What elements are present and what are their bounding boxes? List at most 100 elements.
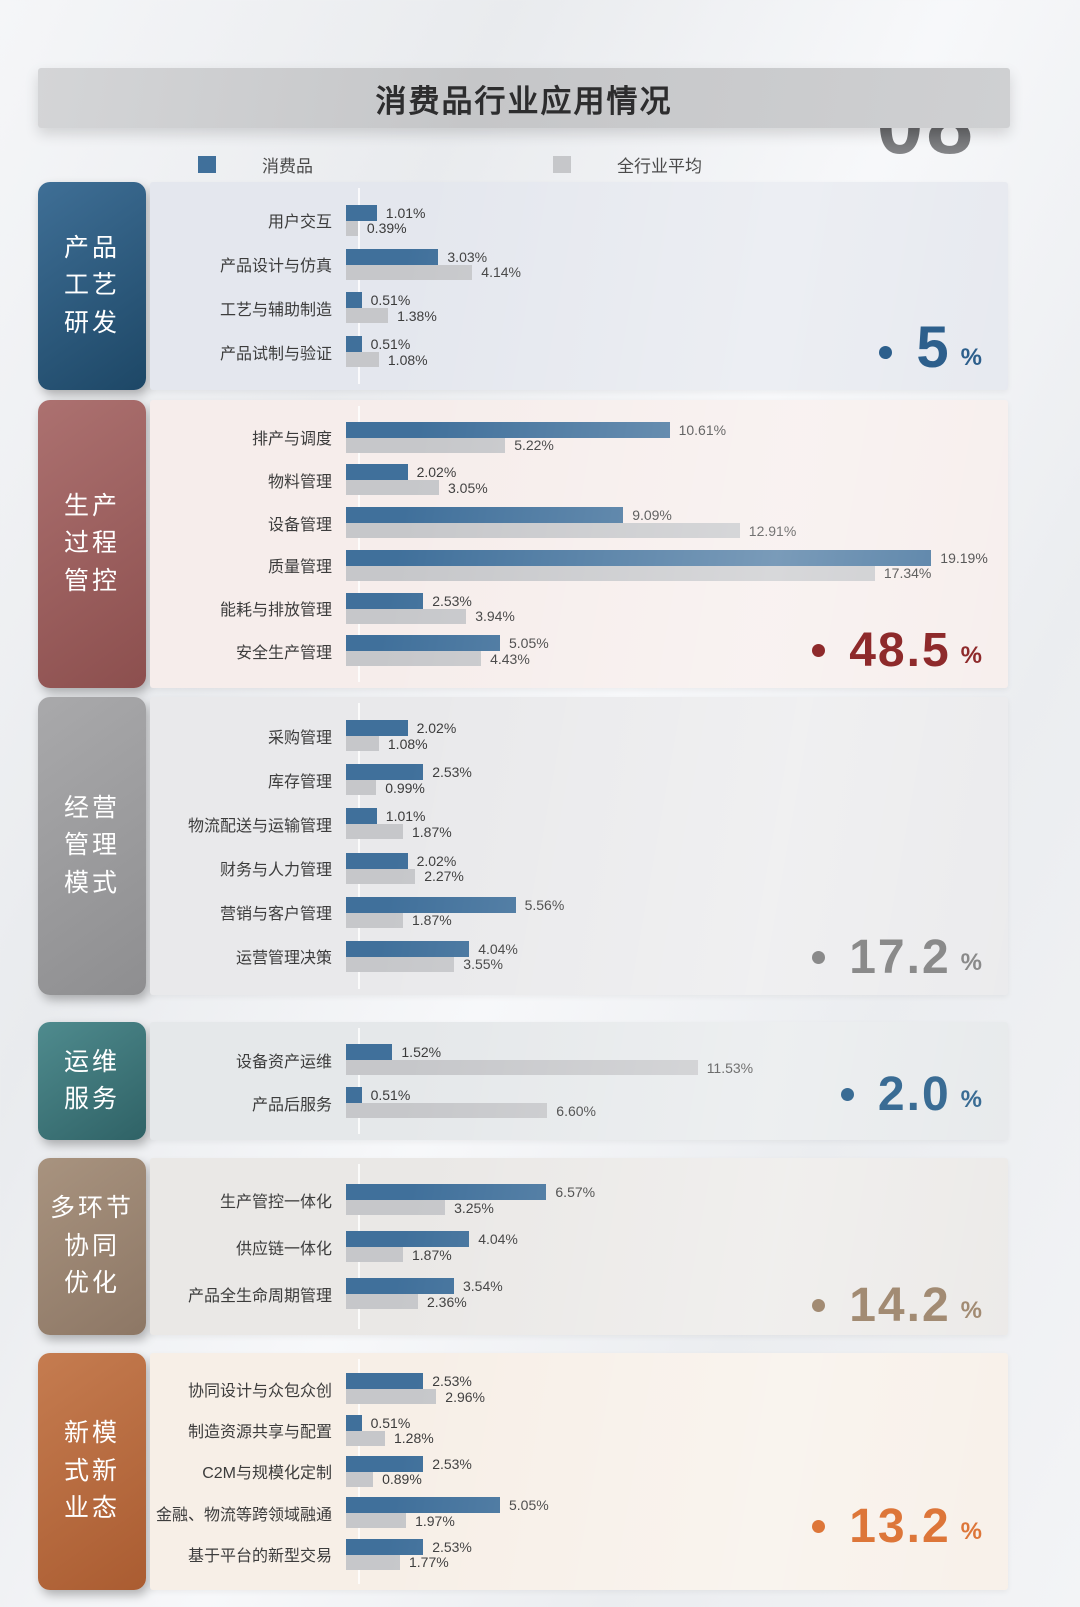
- bar-group: 0.51% 1.28%: [346, 1414, 1008, 1446]
- consumer-bar-line: 2.53%: [346, 592, 1008, 609]
- industry-bar: [346, 352, 379, 368]
- bar-value: 0.39%: [366, 220, 407, 237]
- consumer-bar-line: 5.05%: [346, 1497, 1008, 1514]
- row-label: 排产与调度: [251, 431, 332, 449]
- section-label-2: 生产 过程 管控: [38, 400, 146, 688]
- bar-group: 4.04% 3.55%: [346, 940, 1008, 972]
- industry-bar-line: 6.60%: [346, 1103, 1008, 1119]
- industry-bar: [346, 956, 455, 972]
- bar-group: 10.61% 5.22%: [346, 421, 1008, 453]
- section-total: 2.0%: [840, 1067, 982, 1121]
- consumer-bar: [346, 507, 624, 524]
- bar-group: 2.53% 1.77%: [346, 1538, 1008, 1570]
- bar-value: 9.09%: [632, 507, 672, 524]
- section-panel-2: 排产与调度 10.61% 5.22% 物料管理 2.02% 3.05% 设备管理 9.09% 1…: [150, 400, 1008, 688]
- consumer-bar-line: 1.52%: [346, 1044, 1008, 1060]
- section-title-line: 协同: [63, 1231, 120, 1260]
- bar-value: 2.36%: [427, 1293, 467, 1310]
- section-3: 经营 管理 模式 采购管理 2.02% 1.08% 库存管理 2.53% 0.99% 物流配送与运…: [38, 697, 1008, 995]
- consumer-bar: [346, 1087, 362, 1103]
- industry-bar-line: 2.96%: [346, 1388, 1008, 1405]
- bar-value: 19.19%: [940, 549, 988, 566]
- row-label: 财务与人力管理: [219, 862, 332, 880]
- bullet-dot: [812, 644, 826, 657]
- bullet-dot: [879, 346, 893, 359]
- axis-line: [358, 406, 360, 682]
- bar-value: 11.53%: [706, 1059, 754, 1076]
- chart-row: 制造资源共享与配置 0.51% 1.28%: [150, 1414, 1008, 1446]
- industry-bar: [346, 1513, 407, 1529]
- row-label: 设备资产运维: [235, 1053, 332, 1071]
- bar-group: 2.53% 2.96%: [346, 1373, 1008, 1405]
- legend: 消费品 全行业平均: [198, 154, 1080, 176]
- percent-sign: %: [960, 1518, 982, 1545]
- industry-bar-line: 4.43%: [346, 651, 1008, 667]
- chart-row: 基于平台的新型交易 2.53% 1.77%: [150, 1538, 1008, 1570]
- consumer-bar: [346, 1455, 424, 1472]
- consumer-bar-line: 19.19%: [346, 549, 1008, 566]
- consumer-bar-line: 0.51%: [346, 292, 1008, 309]
- consumer-bar: [346, 1231, 470, 1247]
- bar-value: 2.96%: [445, 1388, 485, 1405]
- rows: 排产与调度 10.61% 5.22% 物料管理 2.02% 3.05% 设备管理 9.09% 1…: [150, 400, 1008, 688]
- consumer-bar: [346, 592, 424, 609]
- chart-row: 财务与人力管理 2.02% 2.27%: [150, 852, 1008, 885]
- total-number: 5: [916, 314, 951, 380]
- row-label: 采购管理: [267, 729, 332, 747]
- row-label: 物流配送与运输管理: [187, 817, 332, 835]
- page-title: 消费品行业应用情况: [375, 83, 673, 119]
- axis-line: [358, 1028, 360, 1134]
- bar-group: 5.56% 1.87%: [346, 896, 1008, 928]
- row-label: 基于平台的新型交易: [187, 1548, 332, 1566]
- bar-value: 6.57%: [555, 1184, 596, 1200]
- bar-value: 1.08%: [387, 351, 428, 368]
- industry-bar-line: 4.14%: [346, 264, 1008, 280]
- consumer-bar: [346, 421, 670, 438]
- row-label: 生产管控一体化: [219, 1193, 332, 1211]
- row-label: 物料管理: [267, 473, 332, 491]
- section-label-1: 产品 工艺 研发: [38, 182, 146, 390]
- bar-value: 0.51%: [370, 292, 411, 309]
- bar-group: 2.02% 3.05%: [346, 464, 1008, 496]
- consumer-bar: [346, 248, 439, 265]
- consumer-bar-line: 1.01%: [346, 808, 1008, 825]
- bar-value: 2.53%: [432, 1373, 472, 1390]
- bar-value: 1.01%: [385, 808, 426, 825]
- chart-row: 产品试制与验证 0.51% 1.08%: [150, 336, 1008, 368]
- chart-row: 采购管理 2.02% 1.08%: [150, 720, 1008, 752]
- industry-bar-line: 3.25%: [346, 1200, 1008, 1216]
- rows: 设备资产运维 1.52% 11.53% 产品后服务 0.51% 6.60%: [150, 1022, 1008, 1140]
- section-title-line: 运维: [63, 1047, 120, 1076]
- bar-value: 2.02%: [416, 720, 457, 737]
- chart-row: 产品全生命周期管理 3.54% 2.36%: [150, 1278, 1008, 1310]
- industry-bar: [346, 1103, 548, 1118]
- chart-row: 质量管理 19.19% 17.34%: [150, 549, 1008, 581]
- bar-group: 2.53% 0.99%: [346, 764, 1008, 796]
- section-label-6: 新模 式新 业态: [38, 1353, 146, 1590]
- row-label: 产品全生命周期管理: [187, 1287, 332, 1305]
- consumer-bar: [346, 896, 516, 913]
- bar-group: 9.09% 12.91%: [346, 507, 1008, 539]
- bar-value: 0.51%: [370, 1087, 411, 1103]
- industry-bar-line: 3.05%: [346, 479, 1008, 496]
- total-number: 2.0: [877, 1067, 951, 1121]
- industry-bar: [346, 1554, 400, 1570]
- section-total: 5%: [879, 314, 982, 380]
- consumer-bar-line: 2.53%: [346, 1455, 1008, 1472]
- row-label: 工艺与辅助制造: [219, 301, 332, 319]
- bar-value: 2.27%: [424, 868, 464, 885]
- row-label: 安全生产管理: [235, 644, 332, 662]
- bar-value: 3.05%: [448, 479, 488, 496]
- industry-bar-line: 1.08%: [346, 351, 1008, 368]
- section-title-line: 过程: [63, 529, 120, 558]
- percent-sign: %: [960, 949, 982, 976]
- bullet-dot: [840, 1088, 854, 1101]
- row-label: 制造资源共享与配置: [187, 1424, 332, 1442]
- row-label: 运营管理决策: [235, 950, 332, 968]
- industry-bar-line: 17.34%: [346, 565, 1008, 581]
- bar-value: 1.87%: [412, 1246, 452, 1263]
- chart-row: 设备资产运维 1.52% 11.53%: [150, 1044, 1008, 1076]
- consumer-bar: [346, 808, 377, 825]
- bar-value: 1.97%: [415, 1512, 455, 1529]
- industry-bar-line: 1.08%: [346, 736, 1008, 752]
